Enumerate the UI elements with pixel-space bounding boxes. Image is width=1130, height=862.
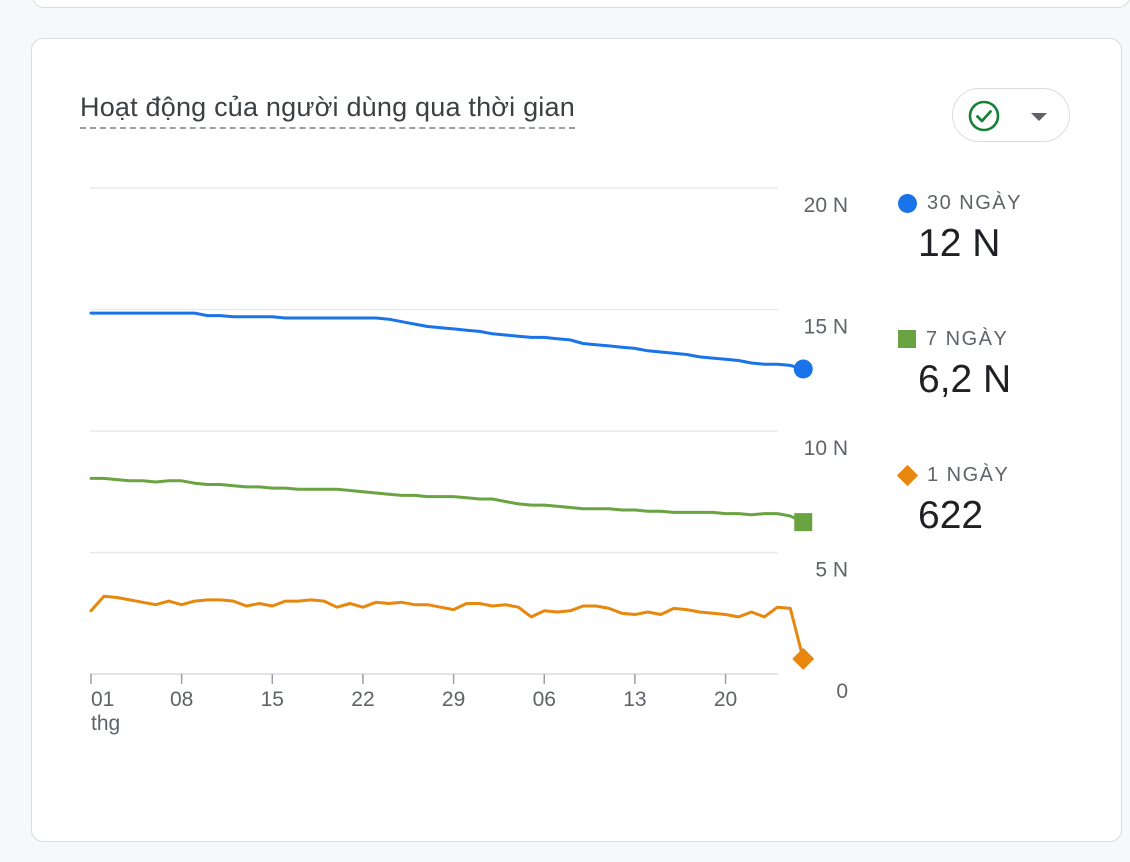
- legend-label-7-days: 7 NGÀY: [926, 327, 1009, 350]
- check-circle-icon: [968, 100, 1000, 132]
- x-tick-label: 01: [91, 688, 114, 711]
- chevron-down-icon: [1031, 113, 1047, 121]
- compare-dropdown-button[interactable]: [952, 88, 1070, 142]
- x-tick-label: 08: [170, 688, 193, 711]
- legend-label-1-day: 1 NGÀY: [927, 463, 1010, 486]
- legend-item-7-days: 7 NGÀY 6,2 N: [898, 326, 1011, 402]
- card-title[interactable]: Hoạt động của người dùng qua thời gian: [80, 92, 575, 129]
- user-activity-card: [31, 38, 1122, 842]
- legend-item-30-days: 30 NGÀY 12 N: [898, 190, 1022, 266]
- x-tick-label: 29: [442, 688, 465, 711]
- legend-diamond-marker: [896, 464, 919, 486]
- x-tick-label: 22: [351, 688, 374, 711]
- legend-square-marker: [898, 330, 916, 348]
- series-line-7-days: [89, 476, 805, 524]
- series-line-1-day: [89, 594, 805, 661]
- legend-item-1-day: 1 NGÀY 622: [896, 462, 1010, 538]
- x-tick-label: 13: [623, 688, 646, 711]
- end-marker-1-day: [792, 647, 815, 670]
- legend-value-7-days: 6,2 N: [918, 358, 1012, 401]
- legend-label-30-days: 30 NGÀY: [927, 191, 1022, 214]
- end-marker-7-days: [794, 513, 813, 532]
- x-tick-sublabel: thg: [91, 712, 120, 735]
- x-tick-label: 15: [261, 688, 284, 711]
- x-tick-label: 20: [714, 688, 737, 711]
- y-tick-label: 5 N: [815, 559, 848, 582]
- legend-circle-marker: [898, 193, 917, 213]
- y-tick-label: 20 N: [804, 194, 848, 217]
- legend-value-1-day: 622: [918, 494, 984, 537]
- series-line-30-days: [89, 311, 805, 371]
- x-tick-label: 06: [533, 688, 556, 711]
- y-tick-label: 15 N: [804, 316, 848, 339]
- end-marker-30-days: [793, 359, 813, 379]
- legend-value-30-days: 12 N: [918, 222, 1001, 265]
- y-tick-label: 10 N: [804, 437, 848, 460]
- y-tick-label: 0: [836, 680, 848, 703]
